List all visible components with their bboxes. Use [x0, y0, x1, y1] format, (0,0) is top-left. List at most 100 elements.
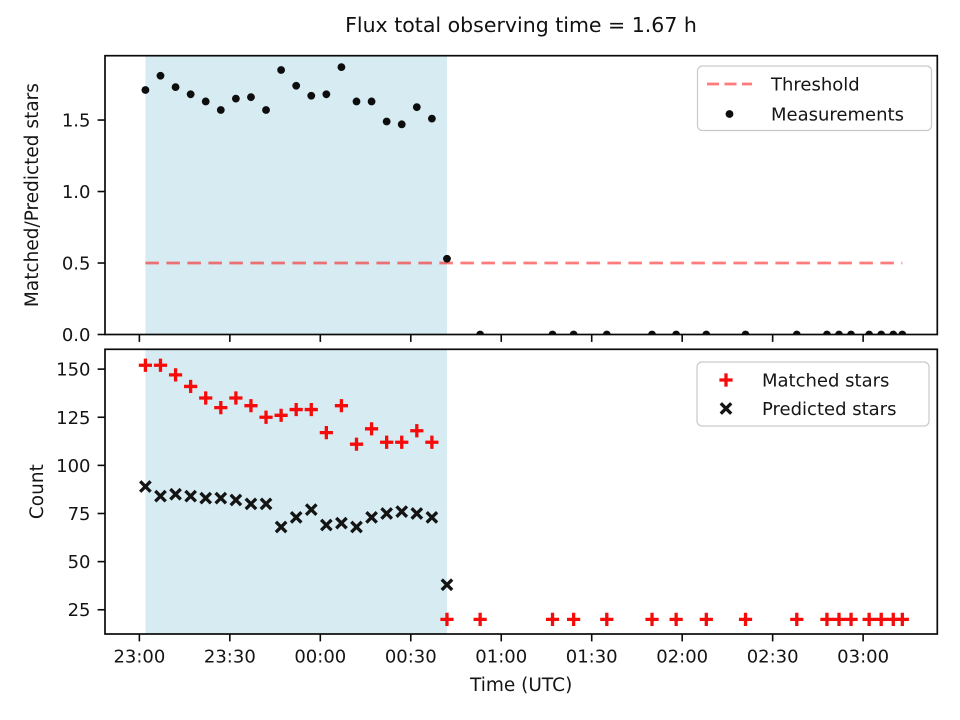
matched-stars-series: [138, 358, 909, 626]
plus-marker: [395, 435, 409, 449]
plus-marker: [874, 612, 888, 626]
dot-marker: [898, 330, 907, 335]
x-marker: [719, 402, 733, 415]
x-tick-label: 01:00: [475, 647, 527, 668]
dot-marker: [277, 66, 286, 74]
x-marker: [380, 507, 394, 520]
predicted-stars-series: [139, 480, 454, 592]
y-tick-label: 0.5: [62, 254, 91, 275]
y-tick-label: 50: [68, 552, 91, 573]
dot-marker: [292, 81, 301, 90]
dot-marker: [322, 90, 331, 99]
x-tick-label: 23:00: [113, 647, 165, 668]
dot-marker: [847, 330, 855, 335]
dot-marker: [835, 330, 843, 335]
y-tick-label: 150: [56, 360, 90, 381]
legend: Matched stars Predicted stars: [696, 361, 930, 427]
plus-marker: [138, 358, 153, 372]
y-axis-label: Matched/Predicted stars: [22, 83, 43, 307]
dot-marker: [443, 254, 451, 263]
dot-marker: [171, 83, 180, 92]
plus-marker: [410, 424, 424, 438]
plus-marker: [645, 612, 659, 626]
x-marker: [214, 491, 228, 505]
dot-marker: [548, 330, 557, 335]
x-marker: [259, 497, 273, 511]
plus-marker: [738, 612, 753, 626]
y-tick-label: 25: [68, 600, 91, 621]
dot-marker: [412, 103, 421, 112]
dot-marker: [156, 71, 165, 80]
legend-box: [696, 361, 930, 427]
axes-spines: [104, 348, 939, 635]
dot-marker: [569, 330, 578, 335]
dot-marker: [352, 97, 361, 106]
y-axis: 25 50 75 100 125 150: [56, 360, 105, 621]
dot-marker: [741, 330, 750, 335]
plus-marker: [214, 401, 228, 415]
plus-marker: [832, 612, 846, 626]
plus-marker: [862, 612, 876, 626]
x-tick-label: 01:30: [566, 647, 618, 668]
plus-marker: [289, 402, 303, 417]
dot-marker: [702, 330, 711, 335]
plus-marker: [844, 612, 858, 626]
x-marker: [395, 505, 409, 518]
plus-marker: [380, 435, 394, 449]
x-axis: [138, 334, 864, 342]
x-marker: [289, 510, 303, 524]
plus-marker: [719, 373, 733, 387]
x-marker: [229, 493, 243, 507]
x-marker: [184, 489, 198, 503]
dot-marker: [602, 330, 611, 335]
x-tick-label: 00:30: [385, 647, 437, 668]
plus-marker: [229, 391, 243, 405]
y-tick-label: 1.0: [62, 182, 91, 203]
dot-marker: [877, 330, 886, 335]
dot-marker: [865, 330, 874, 335]
dot-marker: [247, 93, 255, 102]
dot-marker: [231, 94, 240, 103]
legend-label: Predicted stars: [762, 399, 896, 420]
plus-marker: [600, 612, 614, 626]
top-plot: 0.0 0.5 1.0 1.5 Matched/Predicted stars Thres…: [22, 54, 939, 346]
x-axis-label: Time (UTC): [469, 675, 572, 696]
plus-marker: [473, 612, 487, 626]
legend: Threshold Measurements: [696, 65, 933, 132]
x-marker: [199, 491, 213, 505]
y-tick-label: 100: [56, 456, 90, 477]
x-tick-label: 23:30: [204, 647, 256, 668]
x-marker: [169, 487, 182, 501]
x-tick-label: 02:00: [656, 647, 708, 668]
x-marker: [304, 503, 318, 517]
dot-marker: [476, 330, 485, 335]
bottom-plot: 23:00 23:30 00:00 00:30 01:00 01:30 02:00 02:30…: [27, 348, 939, 696]
dot-marker: [262, 106, 270, 114]
plus-marker: [153, 358, 168, 372]
plus-marker: [184, 379, 198, 394]
x-tick-label: 00:00: [294, 647, 346, 668]
x-tick-label: 03:00: [837, 647, 889, 668]
x-marker: [154, 489, 167, 503]
axes-spines: [104, 54, 939, 336]
plus-marker: [364, 422, 379, 436]
plus-marker: [274, 408, 288, 422]
plus-marker: [168, 368, 183, 382]
plus-marker: [244, 399, 258, 413]
x-tick-label: 02:30: [747, 647, 799, 668]
legend-label: Threshold: [770, 75, 860, 96]
dot-marker: [823, 330, 831, 335]
x-marker: [244, 497, 258, 511]
dot-marker: [186, 90, 195, 99]
y-tick-label: 1.5: [62, 111, 91, 132]
legend-label: Measurements: [771, 105, 904, 126]
plus-marker: [440, 612, 454, 626]
y-tick-label: 125: [56, 408, 90, 429]
plus-marker: [895, 612, 909, 626]
dot-marker: [672, 330, 681, 335]
dot-marker: [648, 330, 656, 335]
y-tick-label: 75: [68, 504, 91, 525]
dot-marker: [382, 117, 391, 126]
x-marker: [335, 516, 348, 530]
